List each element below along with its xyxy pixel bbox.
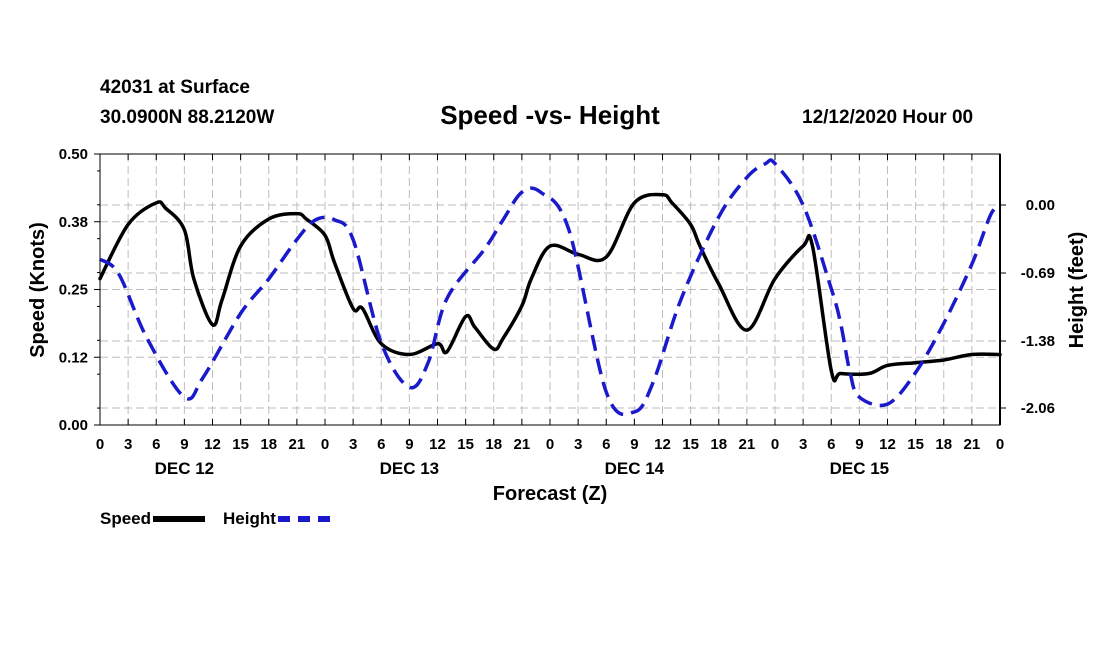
chart-title: Speed -vs- Height — [440, 100, 660, 130]
station-label: 42031 at Surface — [100, 77, 250, 98]
y-left-tick-label: 0.50 — [59, 146, 88, 163]
x-tick-label: 0 — [321, 436, 329, 453]
legend: Speed Height — [100, 509, 348, 529]
x-axis-title: Forecast (Z) — [493, 483, 607, 505]
grid — [100, 154, 1000, 425]
y-right-tick-label: 0.00 — [1026, 197, 1055, 214]
y-left-tick-label: 0.38 — [59, 214, 88, 231]
x-tick-label: 9 — [630, 436, 638, 453]
x-tick-label: 0 — [96, 436, 104, 453]
x-tick-label: 0 — [546, 436, 554, 453]
x-tick-label: 0 — [996, 436, 1004, 453]
x-tick-label: 21 — [289, 436, 306, 453]
x-tick-label: 15 — [232, 436, 249, 453]
x-tick-label: 15 — [457, 436, 474, 453]
day-label: DEC 14 — [605, 459, 665, 478]
y-right-tick-label: -1.38 — [1021, 333, 1055, 350]
y-right-tick-label: -2.06 — [1021, 400, 1055, 417]
y-right-tick-label: -0.69 — [1021, 265, 1055, 282]
y-left-tick-label: 0.00 — [59, 417, 88, 434]
x-tick-label: 12 — [429, 436, 446, 453]
x-tick-label: 9 — [180, 436, 188, 453]
x-tick-label: 6 — [827, 436, 835, 453]
coordinates-label: 30.0900N 88.2120W — [100, 107, 275, 128]
x-tick-label: 6 — [377, 436, 385, 453]
x-tick-label: 0 — [771, 436, 779, 453]
legend-height-label: Height — [223, 509, 276, 528]
x-tick-label: 6 — [602, 436, 610, 453]
height-series-line — [98, 158, 1002, 417]
legend-height-swatch — [277, 516, 330, 522]
x-tick-label: 3 — [349, 436, 357, 453]
x-tick-label: 15 — [682, 436, 699, 453]
x-tick-label: 3 — [799, 436, 807, 453]
speed-series-line — [98, 192, 1002, 383]
x-tick-label: 21 — [514, 436, 531, 453]
x-tick-label: 18 — [485, 436, 502, 453]
x-tick-label: 12 — [204, 436, 221, 453]
x-tick-label: 21 — [964, 436, 981, 453]
x-tick-label: 12 — [879, 436, 896, 453]
x-tick-label: 3 — [124, 436, 132, 453]
x-tick-label: 21 — [739, 436, 756, 453]
x-tick-label: 18 — [935, 436, 952, 453]
y-right-axis-title: Height (feet) — [1066, 232, 1088, 349]
x-tick-label: 6 — [152, 436, 160, 453]
series-layer — [98, 158, 1002, 417]
y-left-tick-label: 0.25 — [59, 282, 88, 299]
legend-speed-swatch — [153, 516, 206, 522]
x-tick-label: 9 — [405, 436, 413, 453]
x-tick-label: 12 — [654, 436, 671, 453]
y-left-axis-title: Speed (Knots) — [27, 222, 49, 358]
day-label: DEC 13 — [380, 459, 440, 478]
day-label: DEC 15 — [830, 459, 890, 478]
x-tick-label: 18 — [710, 436, 727, 453]
forecast-date-label: 12/12/2020 Hour 00 — [802, 107, 974, 128]
x-tick-label: 9 — [855, 436, 863, 453]
x-tick-label: 18 — [260, 436, 277, 453]
axes — [94, 153, 1006, 426]
legend-speed-label: Speed — [100, 509, 152, 528]
x-tick-label: 15 — [907, 436, 924, 453]
axis-labels: 0 3 6 9 12 15 18 21 0 3 6 9 12 15 18 21 0 3 6 9 12 15 18 21 0 3 6 9… — [27, 146, 1088, 505]
y-left-tick-label: 0.12 — [59, 349, 88, 366]
x-tick-label: 3 — [574, 436, 582, 453]
day-label: DEC 12 — [155, 459, 215, 478]
